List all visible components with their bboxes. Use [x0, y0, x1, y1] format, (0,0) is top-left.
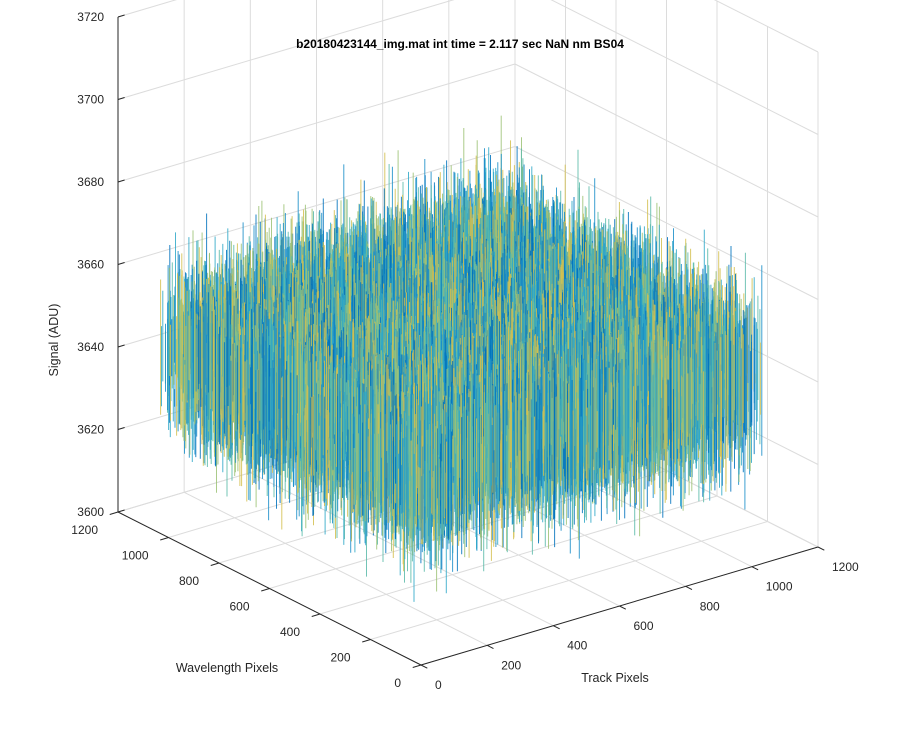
- surface-plot: 0200400600800100012000200400600800100012…: [0, 0, 900, 750]
- figure: 0 200 400 600 800 1000 1200 0 200 400 600 800 1000 12…: [0, 0, 900, 750]
